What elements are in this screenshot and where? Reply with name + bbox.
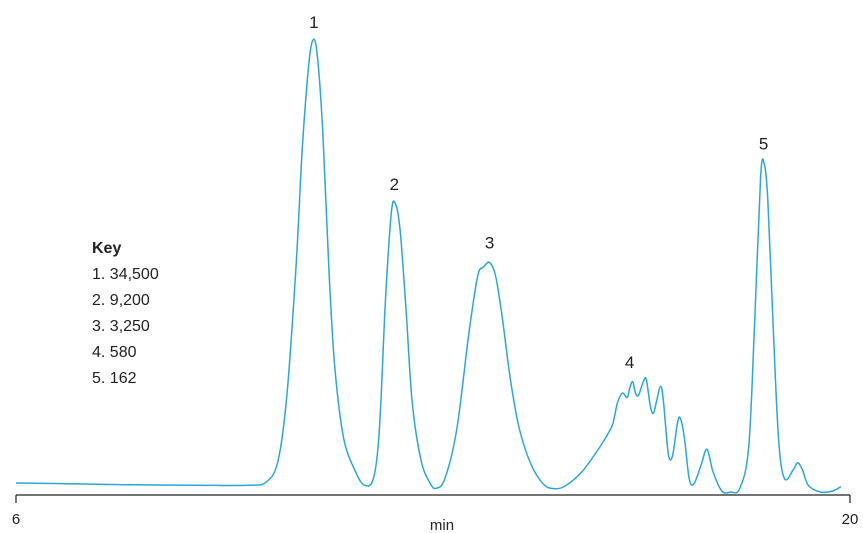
peak-label-2: 2: [390, 175, 399, 194]
chromatogram-trace: [15, 38, 842, 494]
peak-label-5: 5: [759, 135, 768, 154]
key-legend: Key 1. 34,500 2. 9,200 3. 3,250 4. 580 5…: [92, 236, 159, 392]
x-tick-label-start: 6: [12, 511, 20, 528]
key-item: 4. 580: [92, 344, 137, 361]
key-item: 2. 9,200: [92, 292, 150, 309]
key-title: Key: [92, 240, 122, 257]
peak-label-1: 1: [309, 13, 318, 32]
peak-label-3: 3: [485, 234, 494, 253]
key-item: 5. 162: [92, 370, 137, 387]
x-tick-label-end: 20: [842, 511, 859, 528]
peak-labels: 1 2 3 4 5: [309, 13, 768, 372]
key-item: 3. 3,250: [92, 318, 150, 335]
peak-label-4: 4: [625, 353, 634, 372]
key-item: 1. 34,500: [92, 266, 159, 283]
x-axis-label: min: [430, 517, 454, 533]
